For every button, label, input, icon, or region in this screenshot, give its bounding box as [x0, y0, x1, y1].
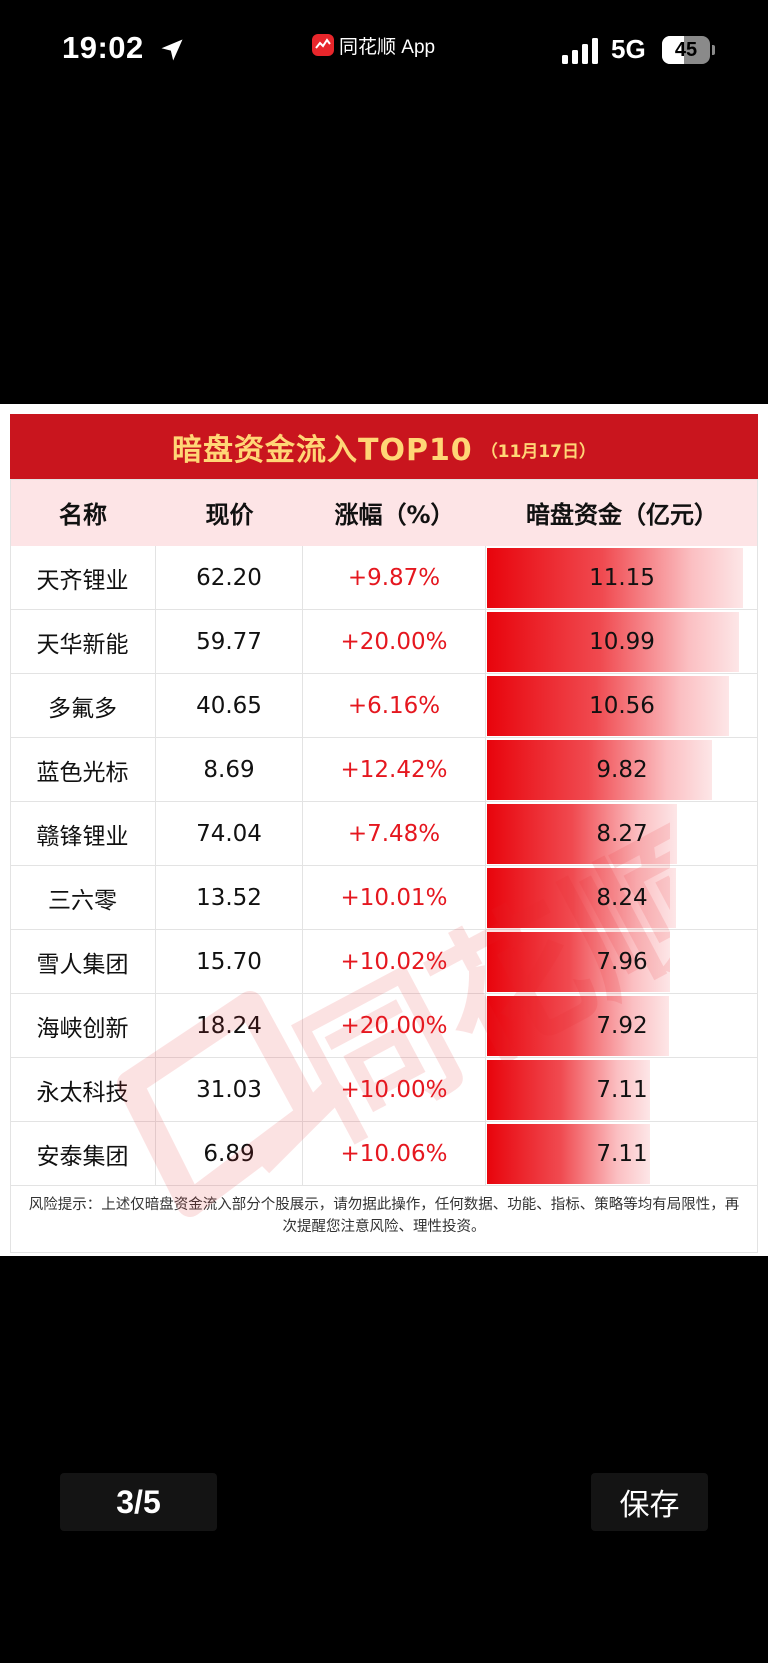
stock-price: 31.03: [156, 1058, 303, 1121]
inflow-bar: [487, 612, 739, 672]
stock-price: 18.24: [156, 994, 303, 1057]
inflow-value: 11.15: [589, 564, 655, 591]
header-name: 名称: [59, 501, 107, 529]
stock-price: 62.20: [156, 546, 303, 609]
app-name[interactable]: 同花顺 App: [339, 36, 436, 58]
inflow-bar: [487, 740, 712, 800]
inflow-cell: 10.99: [486, 610, 758, 673]
stock-change: +20.00%: [303, 610, 486, 673]
stock-change: +9.87%: [303, 546, 486, 609]
inflow-bar: [487, 548, 743, 608]
stock-name: 天华新能: [10, 610, 156, 673]
inflow-cell: 8.24: [486, 866, 758, 929]
inflow-cell: 7.11: [486, 1122, 758, 1185]
stock-name: 蓝色光标: [10, 738, 156, 801]
network-type: 5G: [611, 34, 646, 64]
inflow-value: 7.96: [596, 948, 648, 975]
table-date: （11月17日）: [480, 442, 597, 462]
stock-change: +10.00%: [303, 1058, 486, 1121]
inflow-cell: 7.96: [486, 930, 758, 993]
status-bar: 19:02 同花顺 App 5G 45: [0, 0, 768, 100]
stock-change: +6.16%: [303, 674, 486, 737]
inflow-value: 10.56: [589, 692, 655, 719]
inflow-value: 10.99: [589, 628, 655, 655]
risk-disclaimer: 风险提示：上述仅暗盘资金流入部分个股展示，请勿据此操作，任何数据、功能、指标、策…: [28, 1197, 740, 1235]
table-row: 蓝色光标 8.69 +12.42% 9.82: [10, 738, 758, 802]
table-row: 天华新能 59.77 +20.00% 10.99: [10, 610, 758, 674]
table-row: 雪人集团 15.70 +10.02% 7.96: [10, 930, 758, 994]
stock-name: 永太科技: [10, 1058, 156, 1121]
inflow-bar: [487, 804, 677, 864]
save-button[interactable]: 保存: [591, 1473, 708, 1531]
inflow-cell: 7.92: [486, 994, 758, 1057]
image-viewer-card[interactable]: 暗盘资金流入TOP10 （11月17日） 名称 现价 涨幅（%） 暗盘资金（亿元…: [0, 404, 768, 1256]
header-change: 涨幅（%）: [334, 501, 455, 529]
stock-name: 赣锋锂业: [10, 802, 156, 865]
status-time: 19:02: [62, 30, 144, 65]
table-row: 多氟多 40.65 +6.16% 10.56: [10, 674, 758, 738]
inflow-cell: 9.82: [486, 738, 758, 801]
stock-price: 74.04: [156, 802, 303, 865]
stock-price: 15.70: [156, 930, 303, 993]
table-body: 天齐锂业 62.20 +9.87% 11.15 天华新能 59.77 +20.00% 10.9…: [10, 546, 758, 1186]
inflow-value: 8.27: [596, 820, 648, 847]
table-header: 名称 现价 涨幅（%） 暗盘资金（亿元）: [10, 479, 758, 546]
stock-name: 三六零: [10, 866, 156, 929]
inflow-bar: [487, 932, 670, 992]
stock-name: 海峡创新: [10, 994, 156, 1057]
inflow-cell: 8.27: [486, 802, 758, 865]
stock-name: 天齐锂业: [10, 546, 156, 609]
stock-change: +12.42%: [303, 738, 486, 801]
inflow-bar: [487, 1060, 650, 1120]
table-row: 赣锋锂业 74.04 +7.48% 8.27: [10, 802, 758, 866]
stock-name: 多氟多: [10, 674, 156, 737]
stock-change: +7.48%: [303, 802, 486, 865]
inflow-bar: [487, 996, 669, 1056]
inflow-cell: 11.15: [486, 546, 758, 609]
back-to-app-link[interactable]: 同花顺 App: [312, 32, 435, 58]
stock-name: 安泰集团: [10, 1122, 156, 1185]
cellular-signal-icon: [562, 38, 598, 64]
table-title: 暗盘资金流入TOP10: [171, 432, 473, 468]
table-row: 永太科技 31.03 +10.00% 7.11: [10, 1058, 758, 1122]
inflow-value: 8.24: [596, 884, 648, 911]
inflow-cell: 10.56: [486, 674, 758, 737]
inflow-value: 9.82: [596, 756, 648, 783]
location-arrow-icon: [161, 39, 183, 61]
inflow-bar: [487, 868, 676, 928]
stock-change: +20.00%: [303, 994, 486, 1057]
table-row: 天齐锂业 62.20 +9.87% 11.15: [10, 546, 758, 610]
table-row: 三六零 13.52 +10.01% 8.24: [10, 866, 758, 930]
table-row: 安泰集团 6.89 +10.06% 7.11: [10, 1122, 758, 1186]
battery-icon: 45: [662, 36, 710, 64]
stock-price: 13.52: [156, 866, 303, 929]
inflow-cell: 7.11: [486, 1058, 758, 1121]
stock-name: 雪人集团: [10, 930, 156, 993]
battery-percent: 45: [674, 38, 698, 61]
stock-price: 6.89: [156, 1122, 303, 1185]
header-inflow: 暗盘资金（亿元）: [526, 501, 718, 529]
inflow-bar: [487, 1124, 650, 1184]
stock-change: +10.01%: [303, 866, 486, 929]
stock-change: +10.02%: [303, 930, 486, 993]
inflow-value: 7.11: [596, 1076, 648, 1103]
inflow-value: 7.92: [596, 1012, 648, 1039]
inflow-value: 7.11: [596, 1140, 648, 1167]
table-row: 海峡创新 18.24 +20.00% 7.92: [10, 994, 758, 1058]
app-logo-icon: [312, 34, 334, 56]
stock-price: 40.65: [156, 674, 303, 737]
stock-change: +10.06%: [303, 1122, 486, 1185]
page-indicator: 3/5: [60, 1473, 217, 1531]
stock-price: 59.77: [156, 610, 303, 673]
stock-price: 8.69: [156, 738, 303, 801]
battery-tip: [712, 45, 715, 55]
inflow-bar: [487, 676, 729, 736]
battery-level: [662, 36, 684, 64]
table-title-bar: 暗盘资金流入TOP10 （11月17日）: [10, 414, 758, 479]
header-price: 现价: [205, 501, 254, 529]
